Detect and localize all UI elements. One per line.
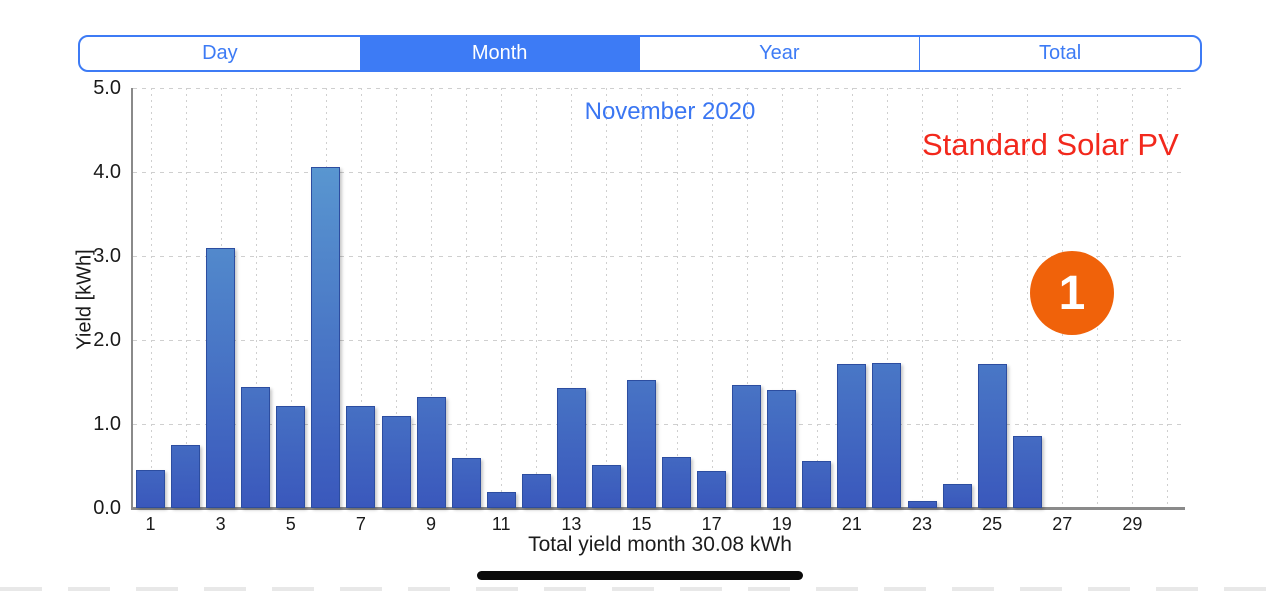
vertical-gridline [360, 88, 362, 508]
vertical-gridline [396, 88, 397, 508]
tab-day[interactable]: Day [80, 37, 360, 70]
x-tick-label: 11 [491, 514, 511, 534]
x-axis-line [131, 507, 1185, 510]
horizontal-gridline [133, 172, 1185, 173]
vertical-gridline [1027, 88, 1029, 508]
tab-month-label: Month [471, 42, 528, 64]
vertical-gridline [571, 88, 573, 508]
yield-bar-day-8[interactable] [381, 416, 411, 508]
x-tick-label: 17 [701, 514, 722, 534]
x-tick-label: 9 [426, 514, 437, 534]
yield-bar-day-16[interactable] [662, 456, 692, 508]
yield-bar-day-2[interactable] [171, 445, 201, 508]
yield-bar-day-26[interactable] [1012, 435, 1042, 508]
yield-bar-day-6[interactable] [311, 166, 341, 508]
y-tick-label: 3.0 [93, 245, 121, 267]
vertical-gridline [816, 88, 818, 508]
y-tick-label: 4.0 [93, 161, 121, 183]
horizontal-gridline [133, 340, 1185, 341]
vertical-gridline [606, 88, 608, 508]
yield-bar-day-22[interactable] [872, 362, 902, 508]
yield-bar-day-9[interactable] [416, 397, 446, 508]
y-axis-label: Yield [kWh] [73, 249, 96, 350]
vertical-gridline [466, 88, 468, 508]
horizontal-gridline [133, 424, 1185, 425]
tab-year-label: Year [759, 42, 800, 64]
y-tick-label: 1.0 [93, 413, 121, 435]
vertical-gridline [886, 88, 888, 508]
yield-bar-day-5[interactable] [276, 406, 306, 508]
yield-bar-day-10[interactable] [451, 458, 481, 508]
x-tick-label: 15 [631, 514, 652, 534]
vertical-gridline [711, 88, 713, 508]
vertical-gridline [431, 88, 433, 508]
total-yield-label: Total yield month 30.08 kWh [528, 533, 792, 556]
vertical-gridline [746, 88, 748, 508]
y-tick-label: 2.0 [93, 329, 121, 351]
yield-bar-day-13[interactable] [556, 387, 586, 508]
x-tick-label: 1 [145, 514, 156, 534]
yield-bar-day-19[interactable] [767, 389, 797, 508]
cropped-thumbnail-strip [0, 587, 1280, 591]
vertical-gridline [290, 88, 292, 508]
yield-bar-day-15[interactable] [626, 380, 656, 508]
vertical-gridline [957, 88, 959, 508]
x-tick-label: 29 [1122, 514, 1143, 534]
vertical-gridline [781, 88, 783, 508]
yield-bar-day-20[interactable] [802, 460, 832, 508]
tab-year[interactable]: Year [640, 37, 920, 70]
x-tick-label: 23 [911, 514, 933, 534]
period-segmented-control: Day Month Year Total [78, 35, 1202, 72]
tab-total-label: Total [1039, 42, 1082, 64]
y-tick-label: 0.0 [93, 497, 121, 519]
yield-bar-day-1[interactable] [136, 470, 166, 508]
x-tick-label: 7 [355, 514, 366, 534]
horizontal-gridline [133, 88, 1185, 89]
yield-bar-day-25[interactable] [977, 364, 1007, 508]
x-tick-label: 13 [561, 514, 582, 534]
tab-day-label: Day [202, 42, 238, 64]
vertical-gridline [150, 88, 152, 508]
yield-bar-day-12[interactable] [521, 473, 551, 508]
yield-bar-day-14[interactable] [591, 465, 621, 508]
vertical-gridline [851, 88, 853, 508]
yield-bar-day-21[interactable] [837, 364, 867, 508]
home-indicator-bar[interactable] [477, 571, 803, 580]
x-tick-label: 21 [841, 514, 862, 534]
vertical-gridline [1132, 88, 1134, 508]
system-name-annotation: Standard Solar PV [922, 127, 1179, 162]
chart-title: November 2020 [584, 98, 756, 125]
vertical-gridline [922, 88, 923, 508]
step-1-badge: 1 [1030, 251, 1114, 335]
yield-bar-day-23[interactable] [907, 501, 937, 508]
tab-month[interactable]: Month [359, 37, 640, 70]
y-tick-label: 5.0 [93, 77, 121, 99]
y-axis-line [131, 88, 133, 510]
vertical-gridline [185, 88, 187, 508]
vertical-gridline [536, 88, 538, 508]
yield-bar-day-11[interactable] [486, 492, 516, 508]
vertical-gridline [1167, 88, 1169, 508]
yield-bar-day-3[interactable] [206, 247, 236, 508]
yield-bar-day-17[interactable] [697, 471, 727, 508]
vertical-gridline [641, 88, 643, 508]
vertical-gridline [676, 88, 678, 508]
vertical-gridline [992, 88, 994, 508]
vertical-gridline [501, 88, 503, 508]
tab-total[interactable]: Total [919, 37, 1200, 70]
vertical-gridline [255, 88, 257, 508]
x-tick-label: 3 [215, 514, 226, 534]
step-1-badge-number: 1 [1058, 266, 1086, 320]
yield-bar-day-4[interactable] [241, 387, 271, 508]
yield-bar-day-7[interactable] [346, 406, 376, 508]
x-tick-label: 25 [982, 514, 1003, 534]
x-tick-label: 5 [285, 514, 296, 534]
yield-bar-day-24[interactable] [942, 484, 972, 508]
yield-bar-day-18[interactable] [732, 384, 762, 508]
horizontal-gridline [133, 256, 1185, 257]
x-tick-label: 19 [771, 514, 792, 534]
x-tick-label: 27 [1052, 514, 1073, 534]
